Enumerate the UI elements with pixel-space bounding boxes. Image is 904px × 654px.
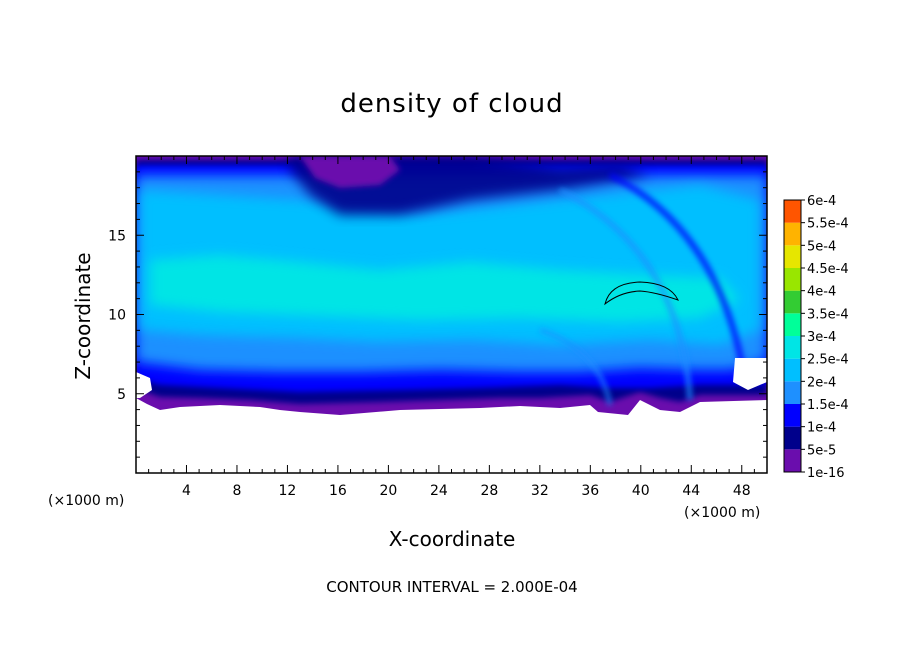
y-axis-label: Z-coordinate (71, 252, 95, 379)
y-tick-label: 15 (108, 228, 126, 244)
colorbar-label: 5.5e-4 (807, 217, 849, 232)
x-tick-label: 32 (531, 483, 549, 499)
colorbar-band (784, 358, 801, 382)
x-unit-note-left: (×1000 m) (48, 493, 124, 509)
colorbar-band (784, 268, 801, 291)
x-tick-label: 8 (232, 483, 241, 499)
colorbar-label: 6e-4 (807, 194, 836, 209)
colorbar-label: 5e-4 (807, 239, 836, 254)
colorbar: 1e-16 5e-5 1e-4 1.5e-4 2e-4 2.5e-4 3e-4 3.5e-4 4… (783, 194, 849, 481)
colorbar-band (784, 245, 801, 268)
colorbar-band (784, 222, 801, 246)
x-axis-label: X-coordinate (389, 527, 516, 551)
x-tick-label: 48 (733, 483, 751, 499)
core-contour-line (604, 281, 679, 306)
y-tick-label: 10 (108, 308, 126, 324)
y-axis-ticks: 5 10 15 (108, 171, 767, 458)
x-tick-label: 28 (480, 483, 498, 499)
x-tick-label: 24 (430, 483, 448, 499)
x-tick-label: 20 (379, 483, 397, 499)
colorbar-label: 2.5e-4 (807, 353, 849, 368)
colorbar-band (784, 381, 801, 404)
colorbar-label: 2e-4 (807, 375, 836, 390)
colorbar-band (784, 404, 801, 427)
colorbar-label: 3.5e-4 (807, 307, 849, 322)
colorbar-label: 1e-4 (807, 421, 836, 436)
y-tick-label: 5 (117, 387, 126, 403)
colorbar-label: 4e-4 (807, 285, 836, 300)
field-lower-arc (539, 328, 612, 406)
contour-interval-footer: CONTOUR INTERVAL = 2.000E-04 (326, 578, 577, 596)
field-upper-purple (300, 156, 400, 188)
x-tick-label: 44 (682, 483, 700, 499)
x-tick-label: 40 (632, 483, 650, 499)
x-tick-label: 12 (279, 483, 297, 499)
x-axis-ticks: 4 8 12 16 20 24 28 32 36 40 44 48 (148, 156, 755, 499)
field-right-notch (733, 358, 767, 390)
colorbar-band (784, 313, 801, 336)
field-diagonal-arc (608, 172, 748, 381)
chart-title: density of cloud (340, 89, 563, 119)
colorbar-band (784, 200, 801, 223)
x-tick-label: 36 (581, 483, 599, 499)
colorbar-label: 5e-5 (807, 443, 836, 458)
field-left-notch (136, 372, 152, 398)
colorbar-band (784, 336, 801, 359)
x-unit-note-right: (×1000 m) (684, 505, 760, 521)
field-inner-arc (558, 187, 693, 401)
colorbar-band (784, 426, 801, 450)
x-tick-label: 4 (182, 483, 191, 499)
colorbar-label: 1.5e-4 (807, 398, 849, 413)
colorbar-label: 1e-16 (807, 466, 845, 481)
plot-area (136, 156, 767, 473)
density-field (136, 156, 767, 415)
field-cyan-core (150, 255, 740, 322)
colorbar-band (784, 449, 801, 472)
colorbar-band (784, 290, 801, 314)
colorbar-label: 4.5e-4 (807, 262, 849, 277)
x-tick-label: 16 (329, 483, 347, 499)
colorbar-label: 3e-4 (807, 330, 836, 345)
